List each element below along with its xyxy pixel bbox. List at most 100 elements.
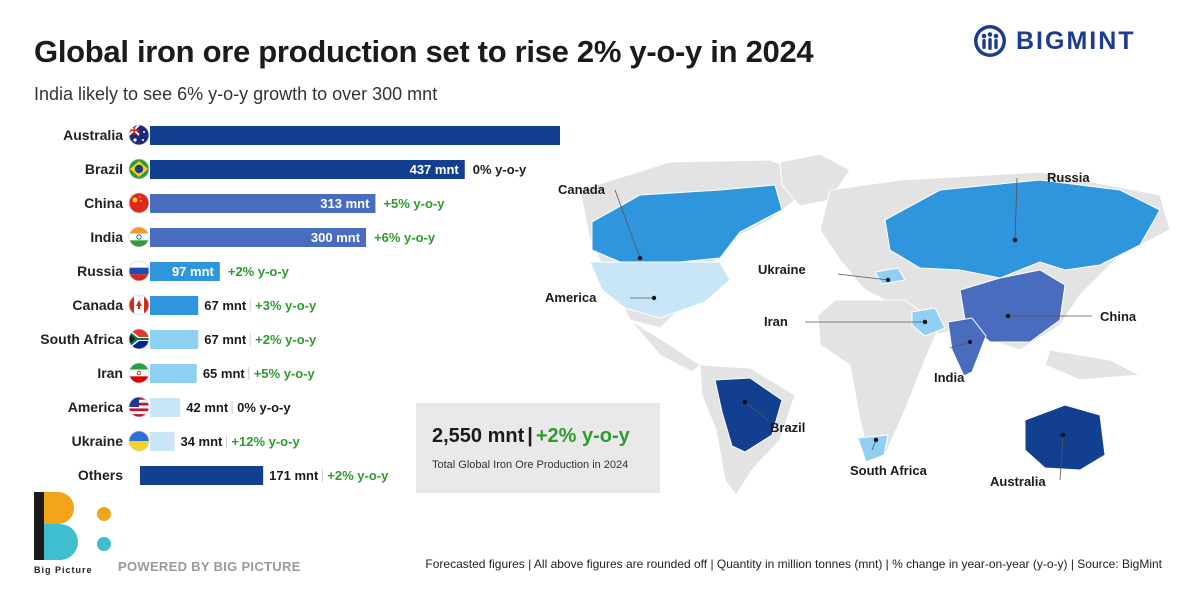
value-label: 67 mnt <box>204 332 247 347</box>
category-label: India <box>90 229 123 245</box>
flag-icon <box>129 227 149 247</box>
world-map: Canada Russia Ukraine America Iran China India… <box>545 153 1171 496</box>
map-callout: Ukraine <box>758 262 891 283</box>
flag-icon <box>129 431 149 451</box>
flag-icon <box>129 363 149 383</box>
category-label: Australia <box>63 127 123 143</box>
central-america-shape <box>629 319 701 373</box>
map-label: Russia <box>1047 170 1090 185</box>
flag-icon <box>129 159 149 179</box>
bar <box>150 398 181 417</box>
india-shape <box>947 317 987 377</box>
value-label: 65 mnt <box>203 366 246 381</box>
bar-row: America 42 mnt 0% y-o-y <box>68 396 291 418</box>
brand-logo: BIGMINT <box>972 24 1136 58</box>
map-callout: Australia <box>990 432 1066 489</box>
value-label: 300 mnt <box>311 230 361 245</box>
flag-icon <box>129 193 149 213</box>
category-label: Russia <box>77 263 123 279</box>
bar <box>150 364 197 383</box>
yoy-label: +2% y-o-y <box>228 264 290 279</box>
yoy-label: +6% y-o-y <box>374 230 436 245</box>
bar <box>150 262 220 281</box>
bar <box>150 194 376 213</box>
map-label: Australia <box>990 474 1046 489</box>
yoy-label: +2% y-o-y <box>327 468 389 483</box>
se-asia-shape <box>1044 349 1142 381</box>
map-callout: South Africa <box>850 437 928 478</box>
category-label: America <box>68 399 123 415</box>
map-label: Ukraine <box>758 262 806 277</box>
map-callout: India <box>934 339 973 385</box>
map-callout: America <box>545 290 657 305</box>
bar-row: Australia958 mnt+1% y-o-y <box>63 124 560 146</box>
brazil-shape <box>714 377 783 453</box>
value-label: 97 mnt <box>172 264 215 279</box>
map-label: South Africa <box>850 463 928 478</box>
big-picture-logo <box>34 492 111 560</box>
yoy-label: 0% y-o-y <box>473 162 527 177</box>
yoy-label: +3% y-o-y <box>255 298 317 313</box>
logo-caption: Big Picture <box>34 565 93 575</box>
map-label: Brazil <box>770 420 805 435</box>
total-line: 2,550 mnt | +2% y-o-y <box>432 425 630 448</box>
value-label: 171 mnt <box>269 468 319 483</box>
category-label: China <box>84 195 123 211</box>
yoy-label: 0% y-o-y <box>237 400 291 415</box>
category-label: Canada <box>72 297 123 313</box>
bar-row: Canada 67 mnt +3% y-o-y <box>72 294 317 316</box>
category-label: Iran <box>97 365 123 381</box>
map-label: America <box>545 290 597 305</box>
bar <box>150 432 175 451</box>
bar <box>140 466 264 485</box>
map-callout: Russia <box>1012 170 1090 243</box>
australia-shape <box>1024 404 1106 471</box>
bar-row: South Africa 67 mnt +2% y-o-y <box>40 328 317 350</box>
bar-chart: Australia958 mnt+1% y-o-y Brazil 437 mnt 0%… <box>40 124 560 485</box>
bar-row: China 313 mnt +5% y-o-y <box>84 192 445 214</box>
brand-name: BIGMINT <box>1016 26 1136 55</box>
category-label: Others <box>78 467 123 483</box>
flag-icon <box>129 329 149 349</box>
page-title: Global iron ore production set to rise 2… <box>34 34 814 69</box>
bar-row: Brazil 437 mnt 0% y-o-y <box>85 158 527 180</box>
map-callout: China <box>1005 309 1137 324</box>
bar-row: Iran 65 mnt +5% y-o-y <box>97 362 316 384</box>
value-label: 313 mnt <box>320 196 370 211</box>
ukraine-shape <box>874 267 906 285</box>
bar-row: Ukraine 34 mnt +12% y-o-y <box>72 430 300 452</box>
bar <box>150 160 465 179</box>
total-box: 2,550 mnt | +2% y-o-y Total Global Iron Or… <box>416 403 660 493</box>
flag-icon <box>129 397 149 417</box>
page-subtitle: India likely to see 6% y-o-y growth to o… <box>34 84 438 104</box>
value-label: 42 mnt <box>186 400 229 415</box>
map-callout: Brazil <box>742 399 805 435</box>
value-label: 67 mnt <box>204 298 247 313</box>
map-label: China <box>1100 309 1137 324</box>
map-label: India <box>934 370 965 385</box>
map-label: Canada <box>558 182 606 197</box>
bar-row: Russia 97 mnt +2% y-o-y <box>77 260 290 282</box>
flag-icon <box>129 295 149 315</box>
bar-row: Others 171 mnt +2% y-o-y <box>78 466 389 485</box>
bar <box>150 126 560 145</box>
yoy-label: +12% y-o-y <box>231 434 300 449</box>
total-label: Total Global Iron Ore Production in 2024 <box>432 459 629 471</box>
map-callout: Iran <box>764 314 928 329</box>
total-value: 2,550 mnt <box>432 425 525 447</box>
map-label: Iran <box>764 314 788 329</box>
map-callout: Canada <box>558 182 643 261</box>
bigmint-logo-icon <box>974 25 1006 57</box>
bar-row: India 300 mnt +6% y-o-y <box>90 226 436 248</box>
value-label: 34 mnt <box>180 434 223 449</box>
iran-shape <box>911 307 946 337</box>
category-label: Brazil <box>85 161 123 177</box>
yoy-label: +5% y-o-y <box>383 196 445 211</box>
total-separator: | <box>527 425 533 447</box>
canada-shape <box>591 184 783 263</box>
category-label: South Africa <box>40 331 123 347</box>
yoy-label: +5% y-o-y <box>254 366 316 381</box>
footnote: Forecasted figures | All above figures a… <box>425 557 1162 571</box>
flag-icon <box>129 125 149 145</box>
yoy-label: +2% y-o-y <box>255 332 317 347</box>
